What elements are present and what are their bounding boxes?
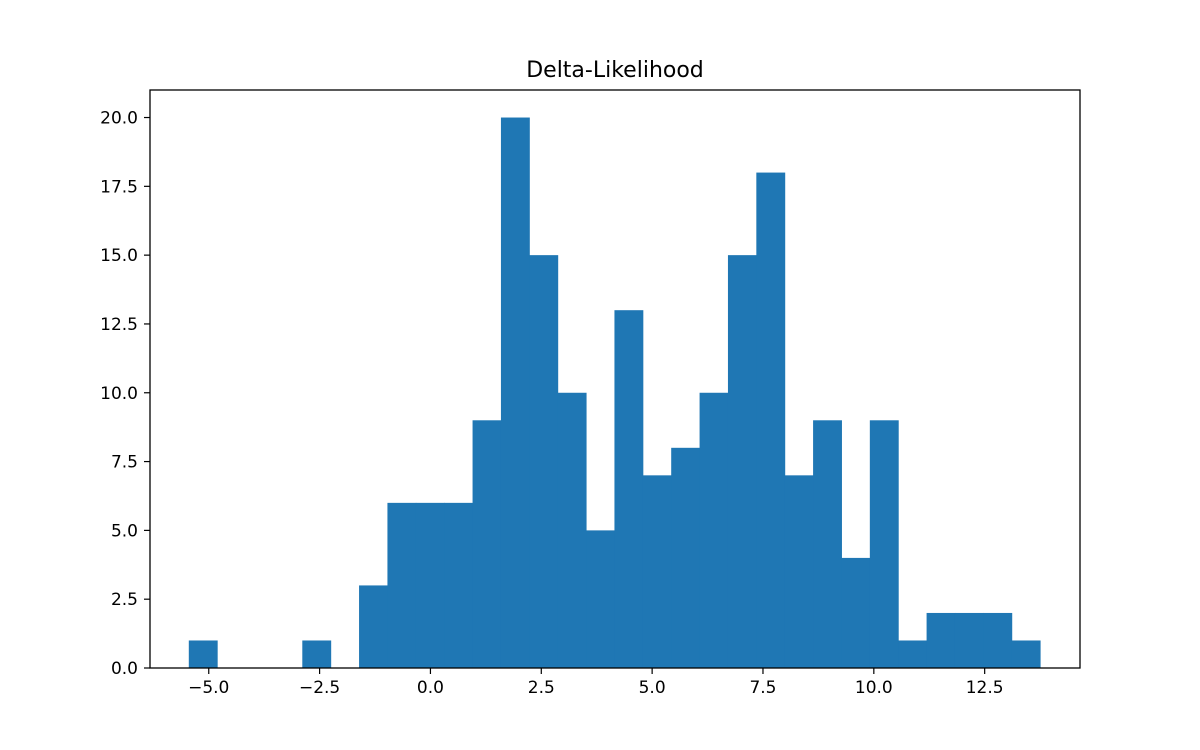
histogram-bar	[954, 612, 984, 668]
histogram-bar	[472, 420, 502, 668]
histogram-bar	[302, 640, 332, 668]
x-tick-label: 2.5	[528, 678, 555, 698]
histogram-bar	[671, 447, 701, 668]
histogram-bar	[444, 502, 474, 668]
y-tick-label: 17.5	[100, 177, 138, 197]
histogram-bar	[756, 172, 786, 669]
y-tick-label: 20.0	[100, 109, 138, 129]
x-tick-label: 5.0	[639, 678, 666, 698]
histogram-bar	[869, 420, 899, 668]
x-axis: −5.0 −2.5 0.0 2.5 5.0 7.5 10.0 12.5	[188, 668, 1004, 698]
histogram-bar	[500, 117, 530, 669]
histogram-bar	[898, 640, 928, 668]
x-tick-label: 10.0	[855, 678, 893, 698]
y-tick-label: 12.5	[100, 315, 138, 335]
y-tick-label: 7.5	[111, 453, 138, 473]
histogram-bar	[387, 502, 417, 668]
histogram-bar	[727, 255, 757, 668]
y-tick-label: 0.0	[111, 659, 138, 679]
histogram-bar	[614, 310, 644, 668]
y-tick-label: 2.5	[111, 590, 138, 610]
bars-group	[188, 117, 1041, 669]
x-tick-label: −2.5	[299, 678, 340, 698]
histogram-bar	[813, 420, 842, 668]
histogram-bar	[983, 612, 1013, 668]
histogram-bar	[784, 475, 814, 668]
y-tick-label: 10.0	[100, 384, 138, 404]
plot-frame	[149, 89, 1081, 669]
y-tick-label: 5.0	[111, 521, 138, 541]
histogram-bar	[415, 502, 445, 668]
x-tick-label: 12.5	[966, 678, 1004, 698]
histogram-bar	[642, 475, 672, 668]
y-axis: 0.0 2.5 5.0 7.5 10.0 12.5 15.0 17.5 20.0	[100, 109, 150, 679]
y-tick-label: 15.0	[100, 246, 138, 266]
x-tick-label: 7.5	[749, 678, 776, 698]
histogram-bar	[557, 392, 587, 668]
histogram-bar	[529, 255, 559, 668]
histogram-bar	[926, 612, 956, 668]
histogram-bar	[586, 530, 615, 668]
histogram-bar	[188, 640, 218, 668]
histogram-bar	[699, 392, 729, 668]
x-tick-label: 0.0	[417, 678, 444, 698]
x-tick-label: −5.0	[188, 678, 229, 698]
chart-title: Delta-Likelihood	[526, 58, 704, 83]
histogram-bar	[359, 585, 388, 668]
histogram-bar	[1011, 640, 1041, 668]
histogram-bar	[841, 557, 871, 668]
